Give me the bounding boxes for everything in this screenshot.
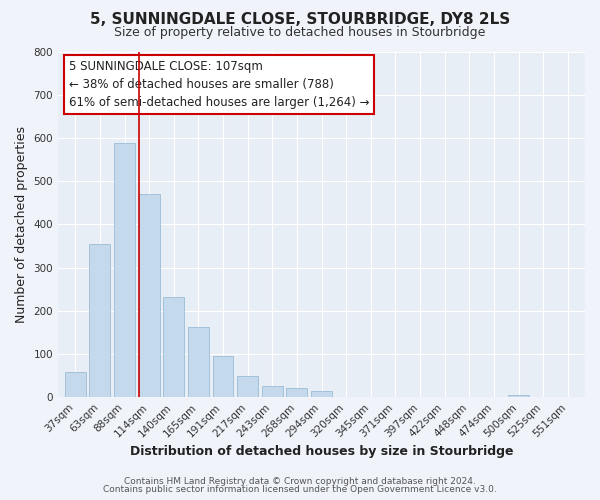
- Bar: [114, 143, 135, 397]
- Bar: [311, 390, 332, 397]
- Bar: [508, 395, 529, 397]
- Text: 5 SUNNINGDALE CLOSE: 107sqm
← 38% of detached houses are smaller (788)
61% of se: 5 SUNNINGDALE CLOSE: 107sqm ← 38% of det…: [68, 60, 369, 109]
- Text: Contains HM Land Registry data © Crown copyright and database right 2024.: Contains HM Land Registry data © Crown c…: [124, 477, 476, 486]
- Bar: [237, 376, 258, 397]
- Y-axis label: Number of detached properties: Number of detached properties: [15, 126, 28, 323]
- Bar: [65, 372, 86, 397]
- Text: 5, SUNNINGDALE CLOSE, STOURBRIDGE, DY8 2LS: 5, SUNNINGDALE CLOSE, STOURBRIDGE, DY8 2…: [90, 12, 510, 28]
- Bar: [139, 194, 160, 397]
- Bar: [212, 356, 233, 397]
- X-axis label: Distribution of detached houses by size in Stourbridge: Distribution of detached houses by size …: [130, 444, 513, 458]
- Text: Size of property relative to detached houses in Stourbridge: Size of property relative to detached ho…: [115, 26, 485, 39]
- Bar: [286, 388, 307, 397]
- Text: Contains public sector information licensed under the Open Government Licence v3: Contains public sector information licen…: [103, 485, 497, 494]
- Bar: [262, 386, 283, 397]
- Bar: [89, 244, 110, 397]
- Bar: [188, 327, 209, 397]
- Bar: [163, 297, 184, 397]
